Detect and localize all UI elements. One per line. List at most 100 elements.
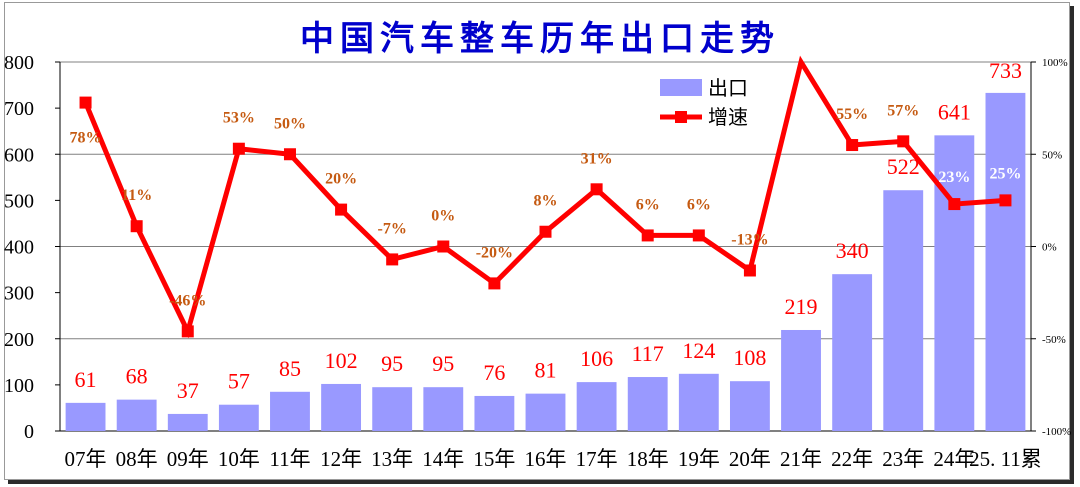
x-tick-label: 18年 [627, 447, 669, 471]
bar-export [525, 393, 566, 431]
legend-label-export: 出口 [708, 76, 748, 100]
growth-marker [590, 183, 603, 196]
x-tick-label: 23年 [882, 447, 924, 471]
growth-marker [79, 96, 92, 109]
bar-data-label: 117 [632, 341, 664, 366]
growth-marker [130, 220, 143, 233]
line-data-label: 55% [836, 106, 868, 123]
line-data-label: 23% [938, 169, 970, 186]
x-tick-label: 17年 [576, 447, 618, 471]
left-tick-label: 100 [4, 375, 34, 397]
bar-data-label: 102 [325, 348, 358, 373]
bar-data-label: 95 [432, 351, 454, 376]
bar-data-label: 124 [682, 338, 715, 363]
x-tick-label: 13年 [371, 447, 413, 471]
bar-data-label: 641 [938, 99, 971, 124]
growth-marker [846, 139, 859, 152]
bar-export [832, 274, 873, 431]
line-data-label: 25% [989, 165, 1021, 182]
x-tick-label: 15年 [473, 447, 515, 471]
bar-data-label: 340 [836, 238, 869, 263]
line-data-label: 8% [534, 193, 558, 210]
growth-marker [641, 229, 654, 242]
growth-marker [181, 325, 194, 338]
growth-marker [488, 277, 501, 290]
bar-export [65, 402, 106, 431]
growth-marker [437, 240, 450, 253]
left-tick-label: 500 [4, 190, 34, 212]
bar-data-label: 733 [989, 58, 1022, 83]
bar-data-label: 68 [126, 364, 148, 389]
line-data-label: 6% [636, 196, 660, 213]
bar-export [372, 387, 413, 431]
line-data-label: 6% [687, 196, 711, 213]
bar-export [218, 404, 259, 431]
bar-export [474, 395, 515, 431]
growth-marker [999, 194, 1012, 207]
left-tick-label: 200 [4, 329, 34, 351]
bar-export [883, 190, 924, 431]
bar-data-label: 37 [177, 378, 199, 403]
x-tick-label: 16年 [525, 447, 567, 471]
line-data-label: 20% [325, 171, 357, 188]
growth-marker [539, 225, 552, 238]
legend-label-growth: 增速 [708, 105, 748, 129]
right-tick-label: -100% [1042, 426, 1071, 438]
line-data-label: -7% [378, 220, 407, 237]
growth-marker [386, 253, 399, 266]
line-data-label: 78% [70, 130, 102, 147]
legend-swatch-export [660, 79, 702, 96]
x-tick-label: 21年 [780, 447, 822, 471]
x-tick-label: 24年 [933, 447, 975, 471]
right-tick-label: 0% [1042, 242, 1057, 254]
bar-data-label: 85 [279, 356, 301, 381]
x-tick-label: 19年 [678, 447, 720, 471]
left-tick-label: 300 [4, 283, 34, 305]
growth-marker [743, 264, 756, 277]
left-tick-label: 600 [4, 144, 34, 166]
left-tick-label: 400 [4, 237, 34, 259]
bar-export [321, 383, 362, 431]
x-tick-label: 22年 [831, 447, 873, 471]
legend-swatch-growth-marker [675, 111, 687, 123]
bar-export [678, 373, 719, 431]
bar-export [781, 329, 821, 431]
bar-data-label: 81 [535, 358, 557, 383]
x-tick-label: 08年 [116, 447, 158, 471]
bar-data-label: 57 [228, 369, 250, 394]
bar-data-label: 108 [733, 345, 766, 370]
bar-export [627, 377, 668, 431]
line-data-label: 0% [431, 208, 455, 225]
growth-marker [692, 229, 705, 242]
left-tick-label: 800 [4, 52, 34, 74]
growth-marker [897, 135, 910, 148]
line-data-label: 57% [887, 102, 919, 119]
line-data-label: 50% [274, 115, 306, 132]
bar-export [576, 382, 617, 431]
x-tick-label: 14年 [422, 447, 464, 471]
bar-export [167, 413, 208, 431]
growth-marker [283, 148, 296, 161]
left-tick-label: 0 [24, 421, 34, 443]
line-data-label: -20% [476, 244, 513, 261]
x-tick-label: 10年 [218, 447, 260, 471]
bar-data-label: 106 [580, 346, 613, 371]
bar-export [116, 399, 157, 431]
line-data-label: 11% [121, 187, 152, 204]
line-data-label: -46% [169, 292, 206, 309]
x-tick-label: 09年 [167, 447, 209, 471]
x-tick-label: 07年 [65, 447, 107, 471]
bar-export [985, 92, 1026, 431]
right-tick-label: 100% [1042, 57, 1068, 69]
x-tick-label: 12年 [320, 447, 362, 471]
growth-marker [948, 198, 961, 211]
x-tick-label: 11年 [269, 447, 310, 471]
bar-export [423, 387, 464, 431]
right-tick-label: -50% [1042, 334, 1066, 346]
bar-export [270, 391, 310, 431]
bar-data-label: 95 [381, 351, 403, 376]
line-data-label: -13% [731, 231, 768, 248]
line-data-label: 31% [581, 150, 613, 167]
bar-data-label: 76 [483, 360, 505, 385]
